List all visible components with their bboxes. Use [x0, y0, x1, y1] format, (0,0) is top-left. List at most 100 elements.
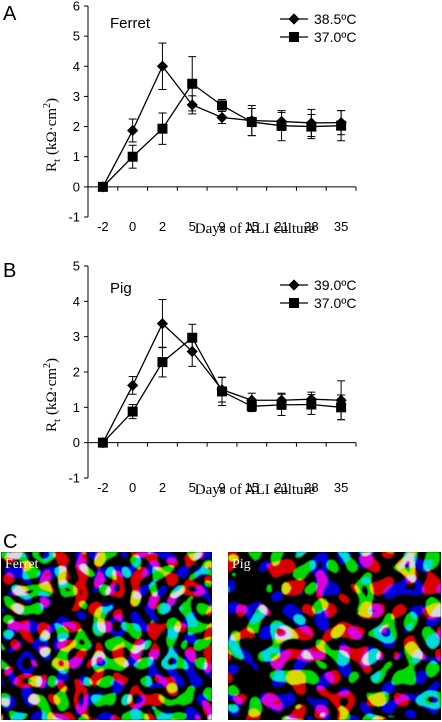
data-point [306, 399, 317, 410]
x-tick-label: 9 [218, 480, 225, 495]
y-tick-label: 3 [73, 89, 80, 104]
legend: 38.5ºC 37.0ºC [280, 11, 356, 45]
legend-entry: 37.0ºC [280, 29, 356, 45]
y-tick-label: 5 [73, 259, 80, 274]
x-tick-label: 5 [189, 480, 196, 495]
series-1 [97, 299, 347, 449]
data-point [217, 386, 227, 397]
legend-entry: 39.0ºC [280, 277, 356, 293]
y-axis-title-main: R [44, 422, 60, 432]
x-tick-label: 35 [334, 480, 348, 495]
data-point [187, 78, 198, 89]
data-point [97, 181, 108, 192]
x-tick-label: -2 [97, 219, 109, 234]
data-point [127, 406, 138, 417]
series-2 [97, 323, 347, 448]
x-tick-label: 2 [159, 480, 166, 495]
y-tick-label: -1 [68, 210, 80, 225]
y-axis-title: Rt (kΩ·cm2) [42, 358, 63, 432]
plot-area: -1 0 1 2 3 4 5 6 -2 0 2 5 9 15 21 28 35 [68, 0, 357, 234]
data-point [276, 399, 287, 410]
y-tick-label: 6 [73, 0, 80, 14]
panel-letter-b: B [3, 260, 16, 282]
y-axis-title-sup: 2 [42, 103, 53, 108]
data-point [306, 121, 317, 132]
y-axis-title-main: R [44, 162, 60, 172]
data-point [246, 401, 257, 412]
data-point [276, 120, 287, 131]
y-axis-title-sup: 2 [42, 363, 53, 368]
data-point [157, 357, 168, 368]
panel-letter-c: C [3, 531, 17, 553]
chart-label: Ferret [110, 15, 151, 32]
x-axis-title: Days of ALI culture [195, 482, 316, 498]
y-tick-label: -1 [68, 471, 80, 486]
x-tick-label: 35 [334, 219, 348, 234]
y-axis-title-close: ) [44, 98, 60, 103]
legend-entry: 38.5ºC [280, 11, 356, 27]
y-tick-label: 2 [73, 365, 80, 380]
legend: 39.0ºC 37.0ºC [280, 277, 356, 311]
x-tick-label: 0 [129, 480, 136, 495]
micrograph-ferret: Ferret [1, 552, 212, 720]
x-tick-label: 21 [274, 480, 288, 495]
series-2 [97, 56, 347, 192]
chart-ferret: Ferret Rt(kΩ·cm2) Days of ALI culture -1… [42, 0, 357, 237]
series-1 [97, 42, 347, 193]
svg-text:Rt(kΩ·cm2): Rt (kΩ·cm2) [42, 358, 63, 432]
x-tick-label: -2 [97, 480, 109, 495]
y-axis-title-sub: t [51, 159, 63, 162]
data-point [336, 402, 347, 413]
plot-area: -1 0 1 2 3 4 5 -2 0 2 5 9 15 21 28 35 [68, 259, 357, 495]
x-tick-label: 9 [218, 219, 225, 234]
x-tick-label: 15 [245, 219, 259, 234]
data-point [187, 332, 198, 343]
data-point [97, 437, 108, 448]
chart-label: Pig [110, 280, 132, 297]
data-point [156, 317, 169, 330]
legend-label: 39.0ºC [314, 277, 356, 293]
data-point [127, 151, 138, 162]
micrograph-label: Pig [232, 557, 251, 572]
micrograph-label: Ferret [5, 557, 39, 572]
x-tick-label: 5 [189, 219, 196, 234]
y-tick-label: 1 [73, 400, 80, 415]
y-axis-title-unit: (kΩ·cm [44, 108, 60, 155]
data-point [217, 100, 227, 111]
data-point [157, 123, 168, 134]
x-axis-title: Days of ALI culture [195, 221, 316, 237]
legend-label: 37.0ºC [314, 295, 356, 311]
svg-text:Rt(kΩ·cm2): Rt (kΩ·cm2) [42, 98, 63, 172]
legend-marker [289, 32, 299, 42]
legend-marker [289, 298, 299, 308]
y-tick-label: 4 [73, 294, 80, 309]
x-tick-label: 15 [245, 480, 259, 495]
y-axis-title-close: ) [44, 358, 60, 363]
data-point [127, 124, 139, 137]
chart-pig: Pig Rt(kΩ·cm2) Days of ALI culture -1 0 1 2… [42, 259, 357, 498]
y-tick-label: 0 [73, 179, 80, 194]
x-tick-label: 21 [274, 219, 288, 234]
y-axis-title-sub: t [51, 419, 63, 422]
x-tick-label: 28 [304, 219, 318, 234]
legend-label: 38.5ºC [314, 11, 356, 27]
legend-marker [288, 279, 300, 291]
y-tick-label: 5 [73, 29, 80, 44]
data-point [216, 111, 228, 124]
panel-letter-a: A [3, 3, 17, 25]
x-tick-label: 2 [159, 219, 166, 234]
data-point [156, 60, 169, 72]
micrograph-pig: Pig [228, 552, 441, 720]
y-tick-label: 4 [73, 59, 80, 74]
legend-label: 37.0ºC [314, 29, 356, 45]
y-tick-label: 1 [73, 149, 80, 164]
data-point [336, 120, 347, 131]
y-tick-label: 2 [73, 119, 80, 134]
y-tick-label: 3 [73, 329, 80, 344]
legend-entry: 37.0ºC [280, 295, 356, 311]
x-tick-label: 0 [129, 219, 136, 234]
x-tick-label: 28 [304, 480, 318, 495]
data-point [246, 117, 257, 128]
y-axis-title: Rt (kΩ·cm2) [42, 98, 63, 172]
